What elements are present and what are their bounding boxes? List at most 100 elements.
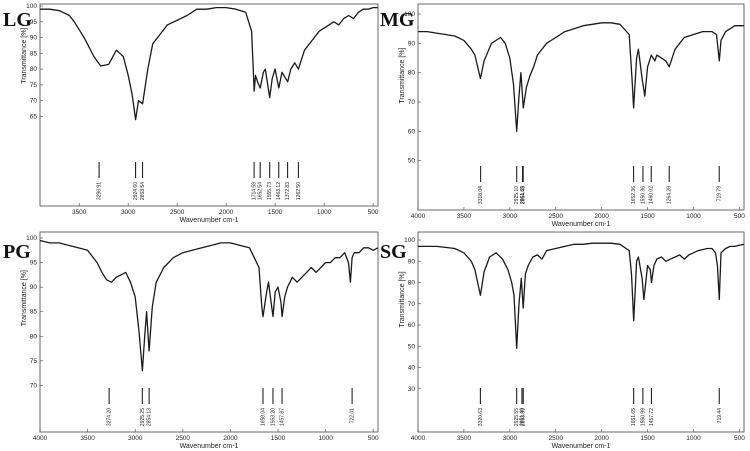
peak-label: 2853.54 (140, 182, 146, 200)
peak-label: 1652.36 (631, 186, 637, 204)
x-tick-label: 2000 (223, 435, 238, 442)
x-tick-label: 3500 (72, 209, 87, 216)
x-tick-label: 500 (734, 213, 745, 220)
plot-frame (417, 231, 745, 433)
peak-label: 1550.99 (640, 408, 646, 426)
peak-label: 2853.89 (521, 408, 527, 426)
y-tick-label: 40 (408, 365, 416, 372)
peak-label: 2924.60 (133, 182, 139, 200)
x-axis-title: Wavenumber cm-1 (552, 443, 611, 450)
y-tick-label: 85 (30, 50, 38, 57)
x-tick-label: 1500 (640, 213, 655, 220)
peak-label: 1457.72 (649, 408, 655, 426)
peak-label: 3320.63 (478, 408, 484, 426)
y-tick-label: 50 (408, 343, 416, 350)
x-tick-label: 3500 (457, 435, 472, 442)
peak-label: 1550.36 (640, 186, 646, 204)
peak-label: 1264.28 (667, 186, 673, 204)
peak-label: 3318.04 (478, 186, 484, 204)
y-tick-label: 95 (30, 19, 38, 26)
peak-label: 719.79 (717, 186, 723, 202)
y-tick-label: 90 (30, 35, 38, 42)
x-tick-label: 1500 (640, 435, 655, 442)
x-tick-label: 3000 (121, 209, 136, 216)
x-tick-label: 3500 (80, 435, 95, 442)
y-tick-label: 70 (30, 98, 38, 105)
plot-frame (417, 3, 745, 211)
x-tick-label: 4000 (411, 435, 426, 442)
peak-label: 1555.73 (267, 182, 273, 200)
peak-label: 1553.20 (270, 408, 276, 426)
y-tick-label: 100 (26, 235, 37, 242)
x-axis-title: Wavenumber cm-1 (180, 443, 239, 450)
peak-label: 1658.04 (260, 408, 266, 426)
y-tick-label: 60 (408, 322, 416, 329)
x-tick-label: 4000 (33, 435, 48, 442)
x-tick-label: 3000 (128, 435, 143, 442)
y-axis-title: Transmittance [%] (399, 271, 406, 327)
chart-panel-sg: 30 40 50 60 70 80 90 100 4000 3500 3000 2500 2000 150… (380, 231, 745, 450)
y-tick-label: 80 (408, 280, 416, 287)
peak-label: 1262.50 (296, 182, 302, 200)
plot-frame (39, 3, 379, 207)
y-tick-label: 80 (30, 66, 38, 73)
x-tick-label: 2500 (170, 209, 185, 216)
peak-label: 2854.48 (521, 186, 527, 204)
y-tick-label: 100 (26, 3, 37, 10)
y-tick-label: 65 (30, 113, 38, 120)
x-tick-label: 2000 (594, 435, 609, 442)
y-tick-label: 80 (408, 70, 416, 77)
y-tick-label: 75 (30, 358, 38, 365)
y-tick-label: 90 (408, 258, 416, 265)
x-tick-label: 1500 (268, 209, 283, 216)
peak-label: 1457.87 (280, 408, 286, 426)
spectrum-line (418, 22, 744, 132)
peak-label: 1714.58 (252, 182, 258, 200)
y-tick-label: 90 (30, 284, 38, 291)
y-tick-label: 95 (30, 260, 38, 267)
x-tick-label: 2500 (549, 435, 564, 442)
y-tick-label: 30 (408, 386, 416, 393)
x-tick-label: 2500 (176, 435, 191, 442)
x-tick-label: 1500 (271, 435, 286, 442)
x-tick-label: 3000 (503, 435, 518, 442)
x-tick-label: 4000 (411, 213, 426, 220)
peak-label: 1372.83 (285, 182, 291, 200)
y-tick-label: 80 (30, 333, 38, 340)
y-axis-title: Transmittance [%] (21, 28, 28, 84)
y-tick-label: 90 (408, 40, 416, 47)
y-tick-label: 60 (408, 128, 416, 135)
y-tick-label: 70 (408, 99, 416, 106)
y-tick-label: 85 (30, 309, 38, 316)
x-tick-label: 500 (368, 435, 379, 442)
spectrum-line (40, 6, 378, 121)
y-tick-label: 70 (30, 382, 38, 389)
peak-label: 1463.12 (276, 182, 282, 200)
panel-label: MG (380, 9, 415, 31)
x-tick-label: 3000 (503, 213, 518, 220)
y-tick-label: 100 (404, 11, 415, 18)
y-axis-title: Transmittance [%] (399, 47, 406, 103)
x-tick-label: 2500 (549, 213, 564, 220)
x-tick-label: 1000 (686, 213, 701, 220)
peak-label: 3274.20 (107, 408, 113, 426)
panel-label: LG (3, 9, 32, 31)
spectrum-line (39, 239, 379, 372)
chart-panel-mg: 50 60 70 80 90 100 4000 3500 3000 2500 2000 1500 100… (380, 3, 745, 228)
x-tick-label: 1000 (317, 209, 332, 216)
peak-label: 2925.55 (514, 408, 520, 426)
panel-label: PG (3, 241, 31, 263)
x-axis-title: Wavenumber cm-1 (180, 217, 239, 224)
x-axis-title: Wavenumber cm-1 (552, 221, 611, 228)
peak-label: 1651.65 (631, 408, 637, 426)
peak-label: 1652.54 (258, 182, 264, 200)
peak-label: 2851.49 (519, 408, 525, 426)
chart-panel-pg: 70 75 80 85 90 95 100 4000 3500 3000 2500 2000 1500 1… (3, 231, 379, 450)
peak-label: 2925.25 (140, 408, 146, 426)
peak-label: 719.44 (717, 408, 723, 424)
peak-label: 2854.13 (147, 408, 153, 426)
y-tick-label: 75 (30, 82, 38, 89)
plot-frame (39, 231, 379, 433)
x-tick-label: 2000 (594, 213, 609, 220)
